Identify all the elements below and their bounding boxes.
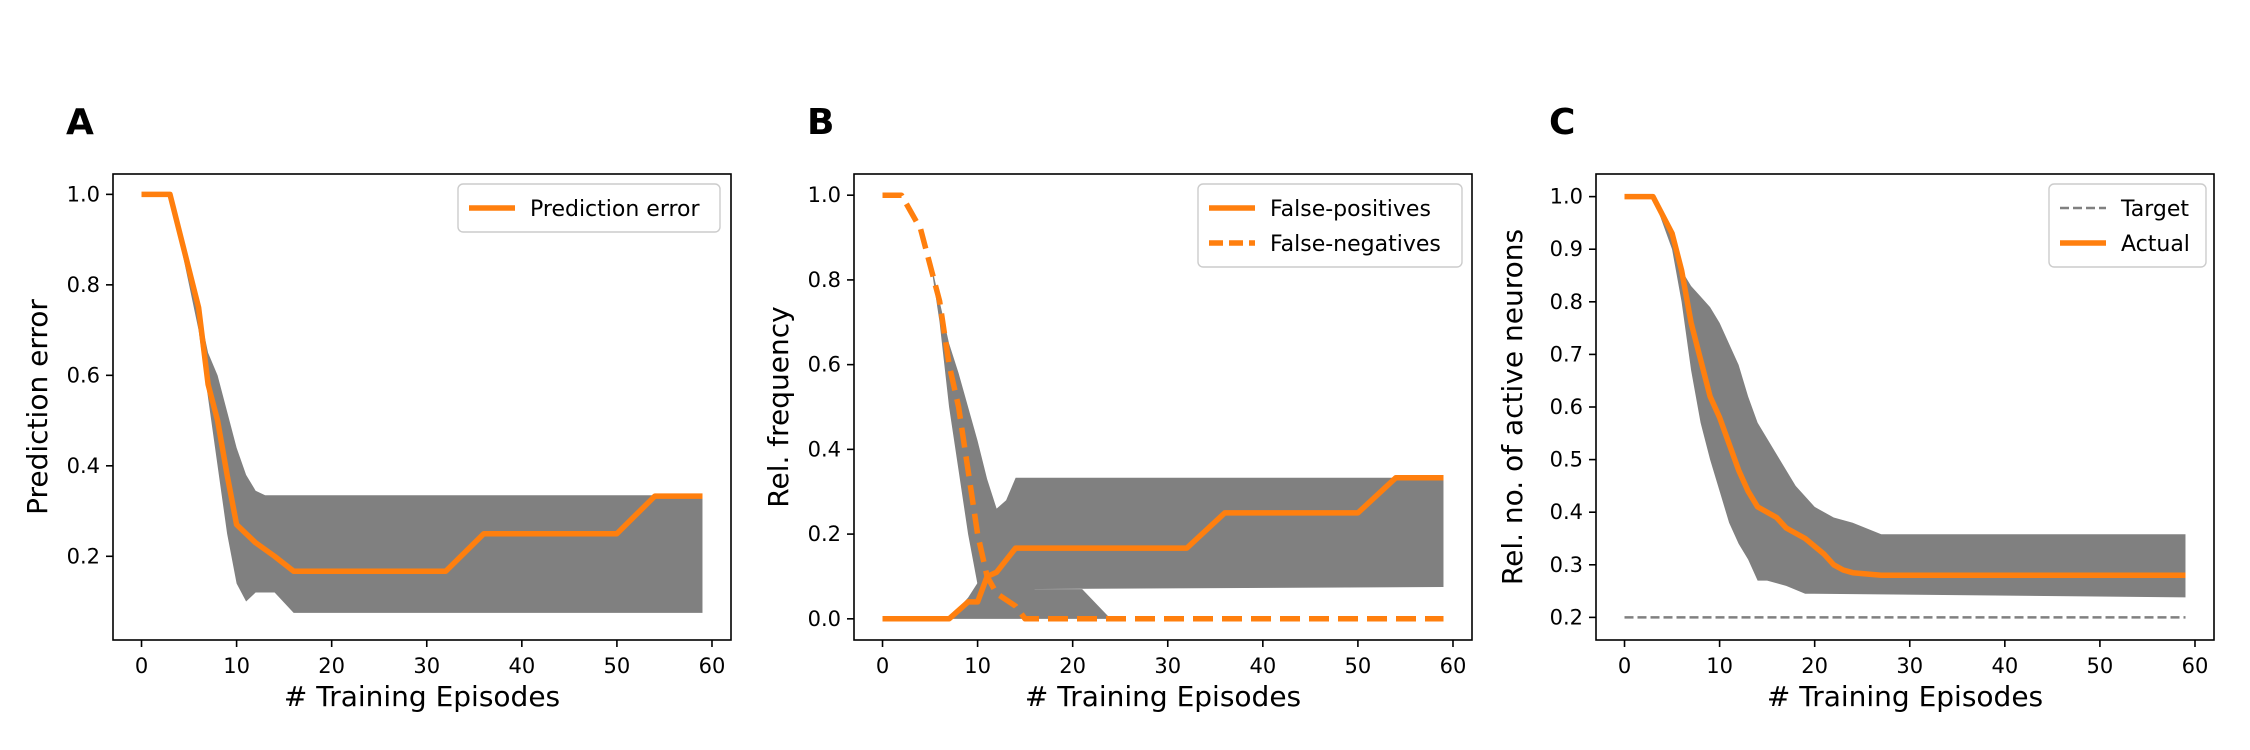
x-axis-label: # Training Episodes: [284, 680, 560, 713]
x-tick-label: 30: [1896, 654, 1923, 678]
x-tick-label: 20: [1801, 654, 1828, 678]
legend-box: [1197, 183, 1463, 268]
y-axis-label: Rel. no. of active neurons: [1496, 229, 1529, 585]
y-tick-label: 0.8: [67, 273, 100, 297]
x-axis-label: # Training Episodes: [1025, 680, 1301, 713]
axes-frame: [853, 173, 1473, 641]
y-tick-label: 0.6: [808, 353, 841, 377]
y-tick-label: 0.2: [808, 522, 841, 546]
x-tick-label: 0: [1618, 654, 1631, 678]
y-tick-label: 1.0: [67, 182, 100, 206]
y-tick-label: 0.4: [1550, 500, 1583, 524]
x-tick-label: 0: [135, 654, 148, 678]
std-band-0: [1624, 196, 2186, 598]
x-tick-label: 10: [223, 654, 250, 678]
x-tick-label: 0: [876, 654, 889, 678]
y-tick-label: 0.0: [808, 607, 841, 631]
x-tick-label: 20: [1059, 654, 1086, 678]
y-tick-label: 0.5: [1550, 448, 1583, 472]
x-tick-label: 30: [1154, 654, 1181, 678]
legend-label: False-negatives: [1270, 232, 1441, 257]
x-tick-label: 10: [1706, 654, 1733, 678]
panel-letter: B: [807, 102, 834, 143]
axes-frame: [112, 173, 732, 641]
std-band-1: [949, 551, 1111, 619]
y-tick-label: 0.3: [1550, 553, 1583, 577]
x-tick-label: 20: [318, 654, 345, 678]
panel-c: C 0 10 20 30 40 50 60 0.2 0.3 0.4 0.5 0.6 0.7 0.8 0.9 1.…: [1496, 102, 2215, 713]
legend-label: Target: [2120, 197, 2189, 222]
x-tick-label: 50: [2087, 654, 2114, 678]
panel-b: B 0 10 20 30 40 50 60 0.0 0.2 0.4 0.6 0.8 1.0 # Traini…: [762, 102, 1473, 713]
legend: False-positives False-negatives: [1197, 183, 1463, 268]
y-tick-label: 0.9: [1550, 237, 1583, 261]
y-tick-label: 0.8: [1550, 290, 1583, 314]
y-tick-label: 1.0: [1550, 185, 1583, 209]
x-tick-label: 60: [699, 654, 726, 678]
y-tick-label: 0.8: [808, 268, 841, 292]
x-axis-label: # Training Episodes: [1767, 680, 2043, 713]
legend-label: Prediction error: [530, 197, 700, 222]
series-line-actual: [1624, 193, 2186, 579]
x-tick-label: 30: [413, 654, 440, 678]
std-band-0: [882, 195, 1444, 594]
x-tick-label: 60: [2182, 654, 2209, 678]
x-tick-label: 50: [1345, 654, 1372, 678]
x-tick-label: 50: [604, 654, 631, 678]
y-tick-label: 0.2: [1550, 605, 1583, 629]
std-band-0: [141, 194, 703, 613]
y-tick-label: 0.6: [1550, 395, 1583, 419]
x-tick-label: 40: [1991, 654, 2018, 678]
y-axis-label: Prediction error: [21, 299, 54, 515]
legend: Target Actual: [2048, 183, 2207, 268]
y-tick-label: 0.2: [67, 544, 100, 568]
series-line-false-negatives: [882, 192, 1444, 622]
y-tick-label: 0.4: [67, 454, 100, 478]
legend-label: Actual: [2121, 232, 2190, 257]
x-tick-label: 40: [1249, 654, 1276, 678]
y-tick-label: 0.7: [1550, 342, 1583, 366]
legend-box: [457, 183, 721, 233]
panel-letter: A: [66, 102, 94, 143]
series-line-false-positives: [882, 474, 1444, 622]
y-tick-label: 1.0: [808, 183, 841, 207]
x-tick-label: 40: [508, 654, 535, 678]
x-tick-label: 10: [964, 654, 991, 678]
x-tick-label: 60: [1440, 654, 1467, 678]
legend: Prediction error: [457, 183, 721, 233]
legend-label: False-positives: [1270, 197, 1431, 222]
panel-a: A 0 10 20 30 40 50 60 0.2 0.4 0.6 0.8 1.0 # Training …: [21, 102, 732, 713]
series-line-prediction-error: [141, 191, 703, 574]
y-axis-label: Rel. frequency: [762, 306, 795, 507]
panel-letter: C: [1549, 102, 1575, 143]
legend-box: [2048, 183, 2207, 268]
y-tick-label: 0.4: [808, 437, 841, 461]
y-tick-label: 0.6: [67, 363, 100, 387]
